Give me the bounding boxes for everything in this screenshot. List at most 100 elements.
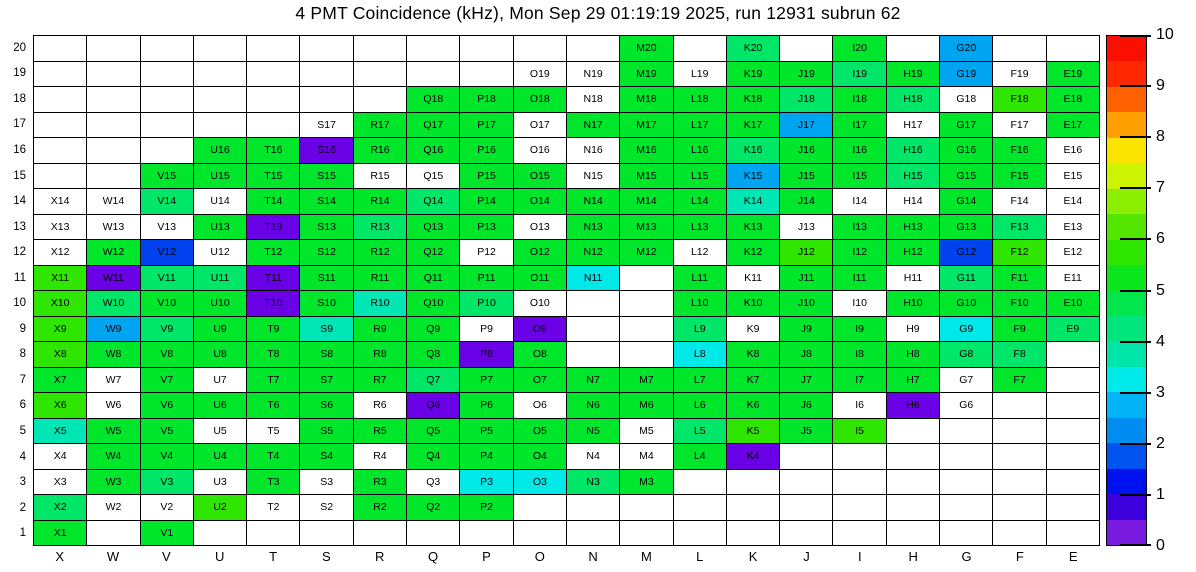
- cell-I11: I11: [833, 265, 886, 290]
- cell-V1: V1: [140, 520, 193, 545]
- cell-S16: S16: [300, 138, 353, 163]
- cell-K19: K19: [726, 61, 780, 86]
- cell-X13: X13: [34, 214, 87, 239]
- col-label-I: I: [858, 549, 862, 564]
- cell-T8: T8: [247, 342, 300, 367]
- cell-J17: J17: [780, 112, 833, 137]
- col-label-M: M: [641, 549, 652, 564]
- cell-blank: [886, 469, 940, 494]
- cell-blank: [566, 342, 620, 367]
- colorbar-tick-label-4: 4: [1156, 332, 1165, 350]
- cell-X14: X14: [34, 189, 87, 214]
- cell-G19: G19: [940, 61, 993, 86]
- cell-U16: U16: [193, 138, 247, 163]
- cell-O4: O4: [513, 444, 566, 469]
- cell-V4: V4: [140, 444, 193, 469]
- cell-H12: H12: [886, 240, 940, 265]
- row-label-11: 11: [14, 271, 26, 284]
- colorbar-band-12: [1107, 341, 1146, 367]
- cell-V5: V5: [140, 418, 193, 443]
- cell-P2: P2: [460, 495, 513, 520]
- cell-X6: X6: [34, 393, 87, 418]
- cell-H7: H7: [886, 367, 940, 392]
- cell-blank: [513, 520, 566, 545]
- cell-T13: T13: [247, 214, 300, 239]
- cell-K5: K5: [726, 418, 780, 443]
- cell-E19: E19: [1046, 61, 1099, 86]
- cell-blank: [34, 112, 87, 137]
- cell-I12: I12: [833, 240, 886, 265]
- cell-blank: [940, 469, 993, 494]
- cell-blank: [566, 520, 620, 545]
- cell-W3: W3: [87, 469, 140, 494]
- cell-U3: U3: [193, 469, 247, 494]
- cell-E18: E18: [1046, 87, 1099, 112]
- colorbar-band-0: [1107, 36, 1146, 62]
- cell-blank: [780, 520, 833, 545]
- cell-K7: K7: [726, 367, 780, 392]
- cell-I16: I16: [833, 138, 886, 163]
- row-label-9: 9: [19, 322, 26, 335]
- cell-U2: U2: [193, 495, 247, 520]
- cell-M4: M4: [620, 444, 673, 469]
- cell-R16: R16: [353, 138, 407, 163]
- cell-blank: [833, 469, 886, 494]
- cell-U6: U6: [193, 393, 247, 418]
- cell-blank: [1046, 520, 1099, 545]
- col-label-W: W: [106, 549, 120, 564]
- cell-blank: [993, 495, 1046, 520]
- cell-M7: M7: [620, 367, 673, 392]
- cell-L11: L11: [673, 265, 726, 290]
- cell-O19: O19: [513, 61, 566, 86]
- cell-Q4: Q4: [407, 444, 460, 469]
- cell-U13: U13: [193, 214, 247, 239]
- col-label-R: R: [375, 549, 385, 564]
- cell-blank: [34, 163, 87, 188]
- cell-K12: K12: [726, 240, 780, 265]
- cell-J8: J8: [780, 342, 833, 367]
- cell-H15: H15: [886, 163, 940, 188]
- cell-O9: O9: [513, 316, 566, 341]
- cell-F11: F11: [993, 265, 1046, 290]
- cell-K16: K16: [726, 138, 780, 163]
- cell-N12: N12: [566, 240, 620, 265]
- cell-H13: H13: [886, 214, 940, 239]
- colorbar-band-7: [1107, 214, 1146, 240]
- row-label-2: 2: [19, 501, 26, 514]
- cell-X8: X8: [34, 342, 87, 367]
- cell-Q18: Q18: [407, 87, 460, 112]
- col-label-S: S: [322, 549, 331, 564]
- cell-H17: H17: [886, 112, 940, 137]
- cell-S8: S8: [300, 342, 353, 367]
- cell-J19: J19: [780, 61, 833, 86]
- cell-L16: L16: [673, 138, 726, 163]
- cell-L19: L19: [673, 61, 726, 86]
- cell-V9: V9: [140, 316, 193, 341]
- cell-blank: [780, 495, 833, 520]
- cell-blank: [993, 393, 1046, 418]
- cell-blank: [87, 163, 140, 188]
- cell-N17: N17: [566, 112, 620, 137]
- cell-F12: F12: [993, 240, 1046, 265]
- cell-J9: J9: [780, 316, 833, 341]
- colorbar-band-6: [1107, 188, 1146, 215]
- cell-M5: M5: [620, 418, 673, 443]
- cell-blank: [886, 520, 940, 545]
- colorbar-tick-label-10: 10: [1156, 26, 1174, 43]
- cell-T4: T4: [247, 444, 300, 469]
- cell-E13: E13: [1046, 214, 1099, 239]
- cell-blank: [460, 520, 513, 545]
- cell-W8: W8: [87, 342, 140, 367]
- cell-blank: [886, 495, 940, 520]
- cell-V13: V13: [140, 214, 193, 239]
- cell-V6: V6: [140, 393, 193, 418]
- cell-U9: U9: [193, 316, 247, 341]
- colorbar-band-5: [1107, 163, 1146, 189]
- cell-F18: F18: [993, 87, 1046, 112]
- cell-blank: [620, 291, 673, 316]
- cell-R4: R4: [353, 444, 407, 469]
- cell-U4: U4: [193, 444, 247, 469]
- cell-M17: M17: [620, 112, 673, 137]
- cell-N3: N3: [566, 469, 620, 494]
- cell-blank: [620, 316, 673, 341]
